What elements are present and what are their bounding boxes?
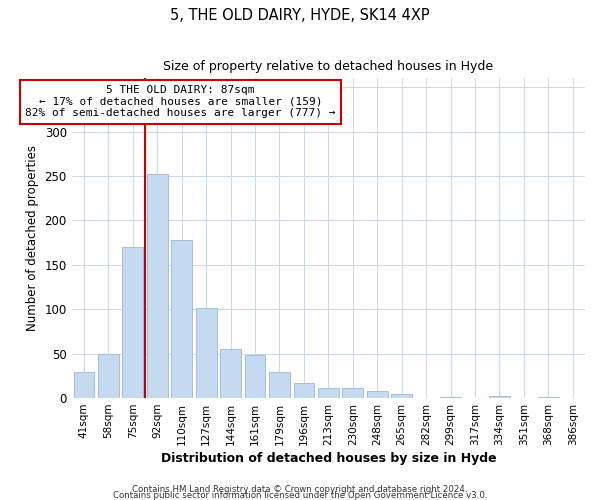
Bar: [74, 372, 94, 398]
Bar: [293, 383, 314, 398]
Bar: [196, 308, 217, 398]
Bar: [440, 397, 461, 398]
Bar: [391, 394, 412, 398]
X-axis label: Distribution of detached houses by size in Hyde: Distribution of detached houses by size …: [161, 452, 496, 465]
Y-axis label: Number of detached properties: Number of detached properties: [26, 145, 39, 331]
Bar: [318, 388, 339, 398]
Bar: [122, 247, 143, 398]
Text: 5, THE OLD DAIRY, HYDE, SK14 4XP: 5, THE OLD DAIRY, HYDE, SK14 4XP: [170, 8, 430, 22]
Bar: [489, 396, 510, 398]
Bar: [172, 240, 192, 398]
Text: Contains public sector information licensed under the Open Government Licence v3: Contains public sector information licen…: [113, 491, 487, 500]
Bar: [538, 397, 559, 398]
Text: 5 THE OLD DAIRY: 87sqm
← 17% of detached houses are smaller (159)
82% of semi-de: 5 THE OLD DAIRY: 87sqm ← 17% of detached…: [25, 86, 336, 118]
Title: Size of property relative to detached houses in Hyde: Size of property relative to detached ho…: [163, 60, 493, 73]
Bar: [245, 356, 265, 398]
Bar: [367, 391, 388, 398]
Bar: [269, 372, 290, 398]
Bar: [343, 388, 363, 398]
Text: Contains HM Land Registry data © Crown copyright and database right 2024.: Contains HM Land Registry data © Crown c…: [132, 484, 468, 494]
Bar: [220, 349, 241, 398]
Bar: [98, 354, 119, 398]
Bar: [147, 174, 167, 398]
